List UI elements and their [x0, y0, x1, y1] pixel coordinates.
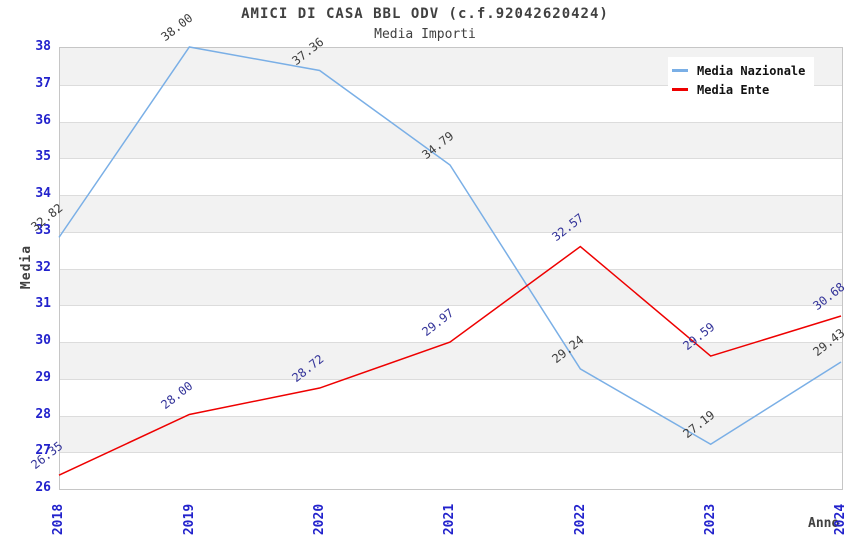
series-line-media-ente [58, 245, 842, 476]
y-tick-label: 35 [35, 149, 51, 165]
gridline [60, 84, 842, 86]
y-tick-label: 29 [35, 369, 51, 385]
gridline [60, 121, 842, 123]
x-axis-title: Anno [808, 516, 840, 531]
gridline [60, 415, 842, 417]
plot-band [60, 268, 842, 306]
series-line-media-nazionale [58, 46, 842, 446]
gridline [60, 268, 842, 270]
legend-label: Media Ente [697, 82, 770, 97]
y-tick-label: 34 [35, 186, 51, 201]
y-tick-label: 36 [35, 112, 51, 128]
plot-band [60, 342, 842, 379]
y-tick-label: 30 [35, 333, 51, 348]
y-tick-label: 33 [35, 222, 51, 238]
gridline [60, 378, 842, 380]
plot-area [59, 47, 843, 490]
gridline [60, 158, 842, 160]
plot-band [60, 415, 842, 453]
y-tick-label: 37 [35, 75, 51, 91]
y-tick-label: 27 [35, 443, 51, 459]
chart-subtitle: Media Importi [374, 27, 476, 42]
gridline [60, 452, 842, 454]
legend-swatch-icon [672, 88, 688, 91]
y-tick-label: 38 [35, 39, 51, 54]
gridline [60, 342, 842, 343]
y-tick-label: 28 [35, 406, 51, 422]
y-tick-label: 26 [35, 480, 51, 495]
legend-item: Media Ente [668, 80, 814, 99]
legend-swatch-icon [672, 69, 688, 72]
legend-item: Media Nazionale [668, 61, 814, 80]
y-tick-label: 31 [35, 296, 51, 312]
plot-band [60, 195, 842, 232]
gridline [60, 195, 842, 196]
gridline [60, 305, 842, 307]
legend: Media Nazionale Media Ente [668, 57, 814, 101]
chart-title: AMICI DI CASA BBL ODV (c.f.92042620424) [241, 6, 609, 22]
y-tick-label: 32 [35, 259, 51, 275]
plot-band [60, 121, 842, 159]
legend-label: Media Nazionale [697, 63, 806, 78]
gridline [60, 231, 842, 233]
